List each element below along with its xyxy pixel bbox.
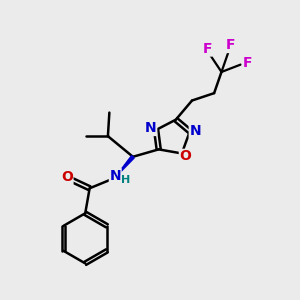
Text: N: N xyxy=(189,124,201,138)
Text: N: N xyxy=(110,169,121,183)
Text: O: O xyxy=(61,170,73,184)
Text: N: N xyxy=(145,122,157,135)
Polygon shape xyxy=(115,156,134,178)
Text: H: H xyxy=(121,175,130,185)
Text: F: F xyxy=(226,38,235,52)
Text: F: F xyxy=(202,42,212,56)
Text: O: O xyxy=(179,149,191,164)
Text: F: F xyxy=(242,56,252,70)
